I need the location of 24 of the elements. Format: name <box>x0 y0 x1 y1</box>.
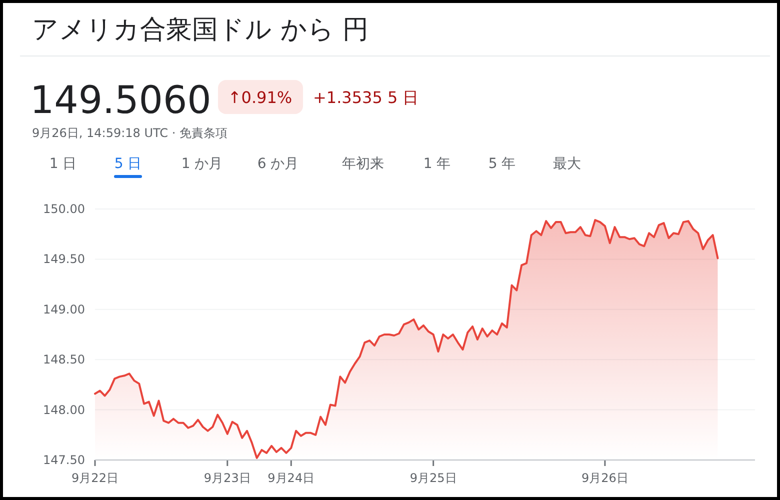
x-tick-label: 9月25日 <box>410 471 457 485</box>
text: 5 日 <box>114 156 142 172</box>
y-tick-label: 148.00 <box>43 402 85 417</box>
y-tick-label: 148.50 <box>43 352 85 367</box>
text: 1 日 <box>49 156 77 172</box>
text: 6 か月 <box>257 156 299 172</box>
text: 1 か月 <box>181 156 223 172</box>
x-tick-label: 9月24日 <box>268 471 315 485</box>
text: +1.3535 5 日 <box>313 88 419 107</box>
text: 1 年 <box>423 156 451 172</box>
x-tick-label: 9月22日 <box>72 471 118 485</box>
x-tick-label: 9月26日 <box>581 471 628 485</box>
text: 最大 <box>553 156 581 172</box>
y-tick-label: 147.50 <box>43 453 85 467</box>
x-tick-label: 9月23日 <box>204 471 251 485</box>
text: 5 年 <box>488 156 516 172</box>
text: ↑0.91% <box>228 88 292 107</box>
y-tick-label: 149.00 <box>43 302 85 316</box>
y-tick-label: 150.00 <box>43 202 85 216</box>
chart-title: アメリカ合衆国ドル から 円 <box>32 15 369 45</box>
chart-subtitle: 149.5060 <box>30 78 212 122</box>
text: 年初来 <box>342 156 384 172</box>
y-tick-label: 149.50 <box>43 252 85 266</box>
text: 9月26日, 14:59:18 UTC · 免責条項 <box>32 126 228 140</box>
